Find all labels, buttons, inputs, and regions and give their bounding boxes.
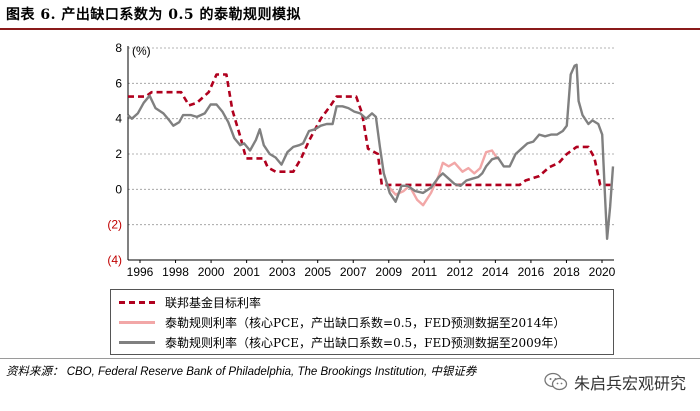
series-line-taylor2014: [386, 149, 499, 207]
x-tick-label: 2007: [340, 265, 367, 279]
y-tick-label: 0: [115, 182, 122, 196]
y-tick-label: 8: [115, 41, 122, 55]
legend: 联邦基金目标利率 泰勒规则利率（核心PCE，产出缺口系数=0.5，FED预测数据…: [110, 289, 614, 355]
y-tick-label: (4): [107, 253, 122, 267]
legend-swatch-fed: [119, 300, 155, 304]
x-tick-label: 1996: [127, 265, 154, 279]
source-note: 资料来源： CBO, Federal Reserve Bank of Phila…: [6, 366, 477, 378]
figure-title: 图表 6. 产出缺口系数为 0.5 的泰勒规则模拟: [6, 7, 301, 23]
legend-item-taylor-2014: 泰勒规则利率（核心PCE，产出缺口系数=0.5，FED预测数据至2014年）: [119, 313, 565, 331]
x-tick-label: 2003: [269, 265, 296, 279]
legend-item-taylor-2009: 泰勒规则利率（核心PCE，产出缺口系数=0.5，FED预测数据至2009年）: [119, 333, 565, 351]
watermark-text: 朱启兵宏观研究: [573, 374, 686, 393]
y-tick-label: 6: [115, 76, 122, 90]
x-tick-label: 2011: [411, 265, 437, 279]
grid-layer: [128, 47, 614, 226]
y-tick-label: (2): [107, 218, 122, 232]
x-tick-label: 2016: [518, 265, 545, 279]
x-tick-label: 2009: [375, 265, 402, 279]
legend-label-taylor-2014: 泰勒规则利率（核心PCE，产出缺口系数=0.5，FED预测数据至2014年）: [165, 315, 566, 330]
x-tick-label: 1998: [162, 265, 189, 279]
title-bar: 图表 6. 产出缺口系数为 0.5 的泰勒规则模拟: [0, 0, 700, 28]
x-tick-label: 2005: [304, 265, 331, 279]
x-tick-label: 2012: [446, 265, 473, 279]
axes-layer: [127, 46, 614, 263]
x-tick-label: 2000: [198, 265, 225, 279]
series-line-taylor2009: [127, 63, 615, 240]
tick-label-layer: 8 6 4 2 0 (2) (4) (%) 1996 1998 2000 2001 2003 2005 20…: [107, 41, 615, 279]
series-layer: [127, 63, 615, 240]
wechat-icon: [544, 372, 568, 391]
legend-swatch-taylor-2009: [119, 340, 155, 344]
x-tick-label: 2014: [482, 265, 509, 279]
legend-label-fed: 联邦基金目标利率: [165, 295, 262, 310]
x-tick-label: 2018: [553, 265, 580, 279]
title-rule: [0, 28, 700, 30]
legend-label-taylor-2009: 泰勒规则利率（核心PCE，产出缺口系数=0.5，FED预测数据至2009年）: [165, 335, 566, 350]
legend-swatch-taylor-2014: [119, 320, 155, 324]
x-tick-label: 2020: [589, 265, 616, 279]
y-tick-label: 4: [115, 112, 122, 126]
footer-rule: [0, 358, 700, 359]
legend-item-fed: 联邦基金目标利率: [119, 293, 261, 311]
x-tick-label: 2001: [233, 265, 260, 279]
y-tick-label: 2: [115, 147, 122, 161]
series-line-fed: [128, 73, 612, 187]
watermark: 朱启兵宏观研究: [544, 370, 686, 394]
y-axis-label: (%): [132, 44, 151, 58]
line-chart: 8 6 4 2 0 (2) (4) (%) 1996 1998 2000 2001 2003 2005 20…: [107, 41, 615, 279]
